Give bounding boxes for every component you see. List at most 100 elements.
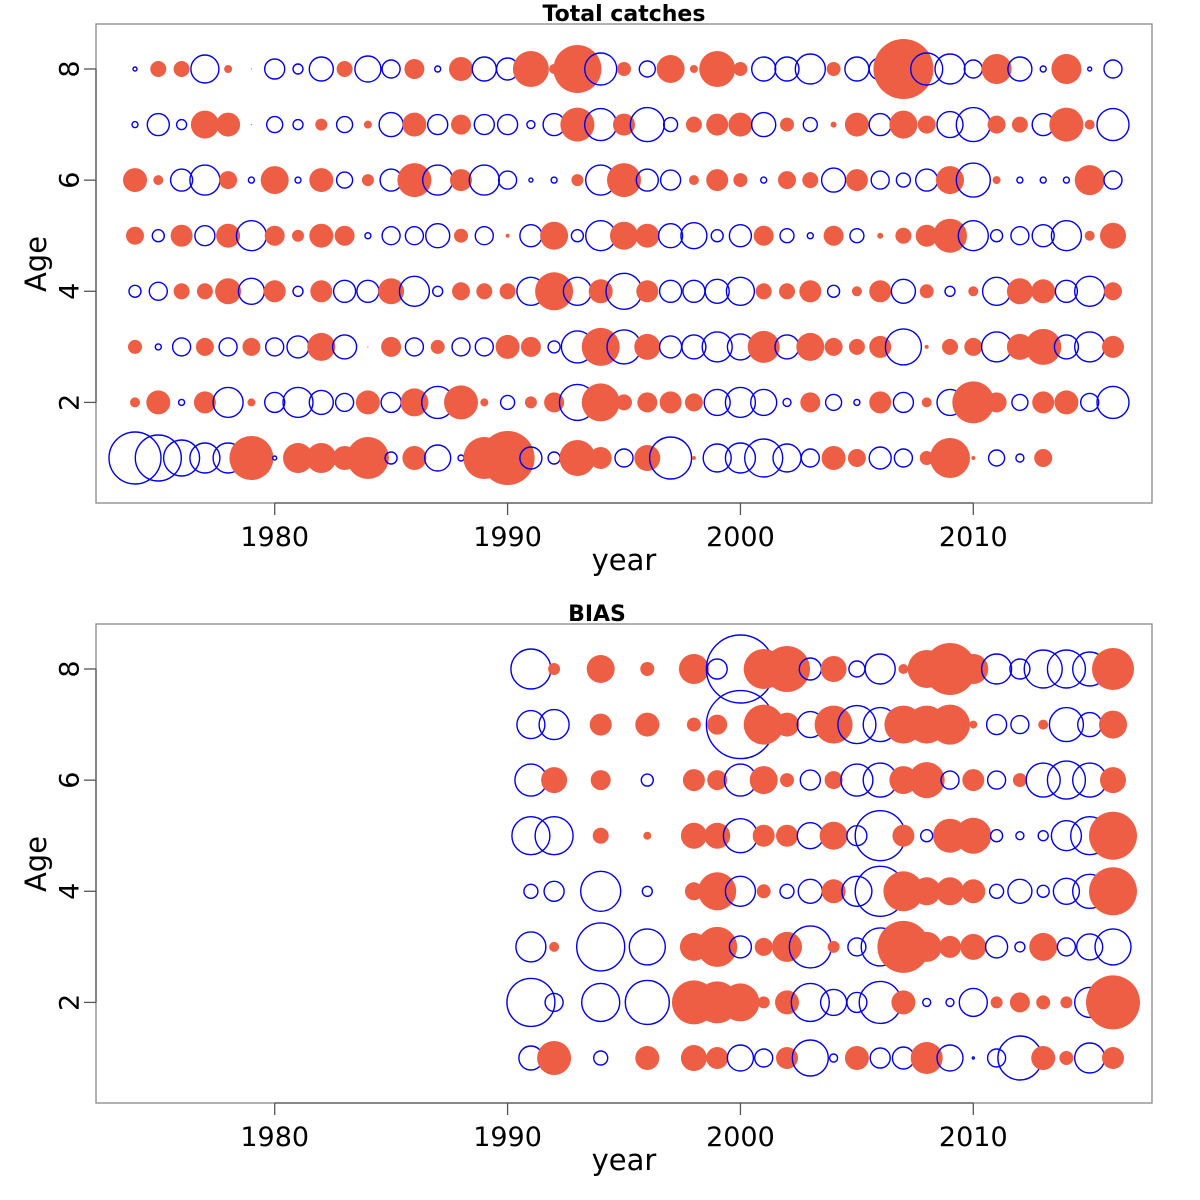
bubble-positive bbox=[123, 168, 147, 193]
bubbles-layer bbox=[506, 634, 1140, 1081]
bubble-positive bbox=[776, 824, 798, 847]
y-tick-label: 4 bbox=[54, 883, 85, 900]
bubble-negative bbox=[1015, 453, 1025, 463]
bubble-positive bbox=[930, 704, 970, 745]
bubble-positive bbox=[195, 337, 214, 356]
bubble-positive bbox=[637, 392, 658, 413]
bubble-positive bbox=[955, 817, 992, 854]
bubble-positive bbox=[1009, 992, 1030, 1013]
bubble-positive bbox=[883, 871, 924, 912]
bubble-positive bbox=[541, 767, 568, 794]
bubble-negative bbox=[782, 397, 792, 408]
bubble-positive bbox=[688, 175, 699, 186]
bubble-negative bbox=[1039, 65, 1047, 73]
bubble-positive bbox=[772, 931, 802, 962]
bubble-positive bbox=[250, 68, 252, 70]
bubble-positive bbox=[691, 456, 696, 460]
bubble-negative bbox=[1023, 649, 1063, 689]
bubble-positive bbox=[549, 941, 560, 952]
bubble-positive bbox=[1025, 328, 1062, 365]
bubble-positive bbox=[986, 392, 1007, 413]
bubble-negative bbox=[989, 829, 1004, 843]
bubble-negative bbox=[706, 658, 728, 680]
bubble-positive bbox=[215, 278, 242, 305]
bubble-positive bbox=[775, 990, 799, 1015]
bubble-positive bbox=[540, 221, 569, 250]
x-tick-label: 2000 bbox=[706, 522, 775, 553]
bubble-positive bbox=[247, 398, 256, 407]
bubble-positive bbox=[678, 654, 709, 684]
bubble-positive bbox=[397, 163, 432, 198]
bubble-positive bbox=[848, 338, 865, 355]
bubble-positive bbox=[877, 920, 930, 973]
bubble-negative bbox=[624, 979, 670, 1026]
bubble-positive bbox=[173, 283, 190, 300]
bubble-negative bbox=[264, 58, 286, 80]
bubble-positive bbox=[707, 770, 728, 791]
bubble-negative bbox=[1054, 279, 1079, 303]
bubble-negative bbox=[496, 113, 519, 136]
bubble-negative bbox=[724, 386, 757, 419]
bubble-positive bbox=[961, 879, 986, 904]
bubble-negative bbox=[915, 168, 939, 192]
bubble-positive bbox=[844, 1046, 869, 1070]
bubble-negative bbox=[799, 769, 821, 791]
bubble-negative bbox=[779, 227, 795, 244]
bubble-negative bbox=[331, 334, 358, 360]
bubble-negative bbox=[1050, 219, 1083, 252]
bubble-positive bbox=[933, 218, 967, 253]
bubble-positive bbox=[684, 393, 703, 412]
bubble-negative bbox=[1076, 711, 1103, 738]
bubble-negative bbox=[398, 275, 431, 307]
bubble-negative bbox=[1009, 658, 1031, 680]
bubble-negative bbox=[658, 335, 683, 359]
bubble-positive bbox=[592, 827, 609, 844]
bubble-negative bbox=[1056, 937, 1077, 957]
bubble-positive bbox=[1084, 119, 1095, 130]
bubble-negative bbox=[1096, 385, 1130, 420]
bubble-positive bbox=[924, 643, 976, 695]
bubble-negative bbox=[981, 276, 1012, 306]
bubble-positive bbox=[659, 391, 682, 414]
bubble-positive bbox=[1031, 279, 1056, 304]
bubble-positive bbox=[454, 228, 468, 243]
bubble-positive bbox=[361, 174, 374, 187]
bubble-negative bbox=[751, 56, 777, 82]
bubble-negative bbox=[635, 168, 659, 192]
bubble-negative bbox=[473, 113, 495, 136]
bubble-positive bbox=[936, 877, 964, 906]
bubble-negative bbox=[1010, 714, 1030, 735]
bubble-positive bbox=[851, 286, 862, 297]
bubble-positive bbox=[1006, 333, 1033, 360]
bubble-negative bbox=[987, 449, 1006, 467]
bubble-negative bbox=[175, 118, 188, 131]
y-axis: 2 4 6 8 bbox=[54, 660, 97, 1011]
bubble-positive bbox=[480, 431, 535, 485]
bubble-negative bbox=[864, 653, 896, 685]
bubble-positive bbox=[968, 286, 979, 297]
chart-title: Total catches bbox=[543, 2, 706, 27]
bubble-positive bbox=[707, 714, 728, 735]
bubble-negative bbox=[511, 816, 551, 856]
bubble-positive bbox=[733, 173, 748, 188]
bubble-negative bbox=[538, 708, 570, 741]
bubble-positive bbox=[821, 879, 846, 904]
bubble-positive bbox=[891, 990, 916, 1015]
bubble-negative bbox=[847, 937, 867, 957]
bubble-positive bbox=[635, 1046, 660, 1070]
bubble-positive bbox=[535, 272, 574, 311]
bubble-negative bbox=[516, 709, 546, 740]
bubble-positive bbox=[704, 822, 731, 849]
bubble-negative bbox=[543, 880, 565, 902]
bubble-negative bbox=[826, 284, 841, 298]
bubble-negative bbox=[171, 337, 192, 357]
bubble-positive bbox=[544, 392, 565, 413]
bubble-positive bbox=[292, 229, 304, 242]
bubble-positive bbox=[779, 283, 795, 300]
bubble-negative bbox=[724, 875, 757, 907]
bubble-negative bbox=[334, 392, 355, 413]
bubble-negative bbox=[451, 337, 471, 357]
bubble-negative bbox=[614, 448, 634, 468]
bubble-negative bbox=[425, 222, 451, 249]
